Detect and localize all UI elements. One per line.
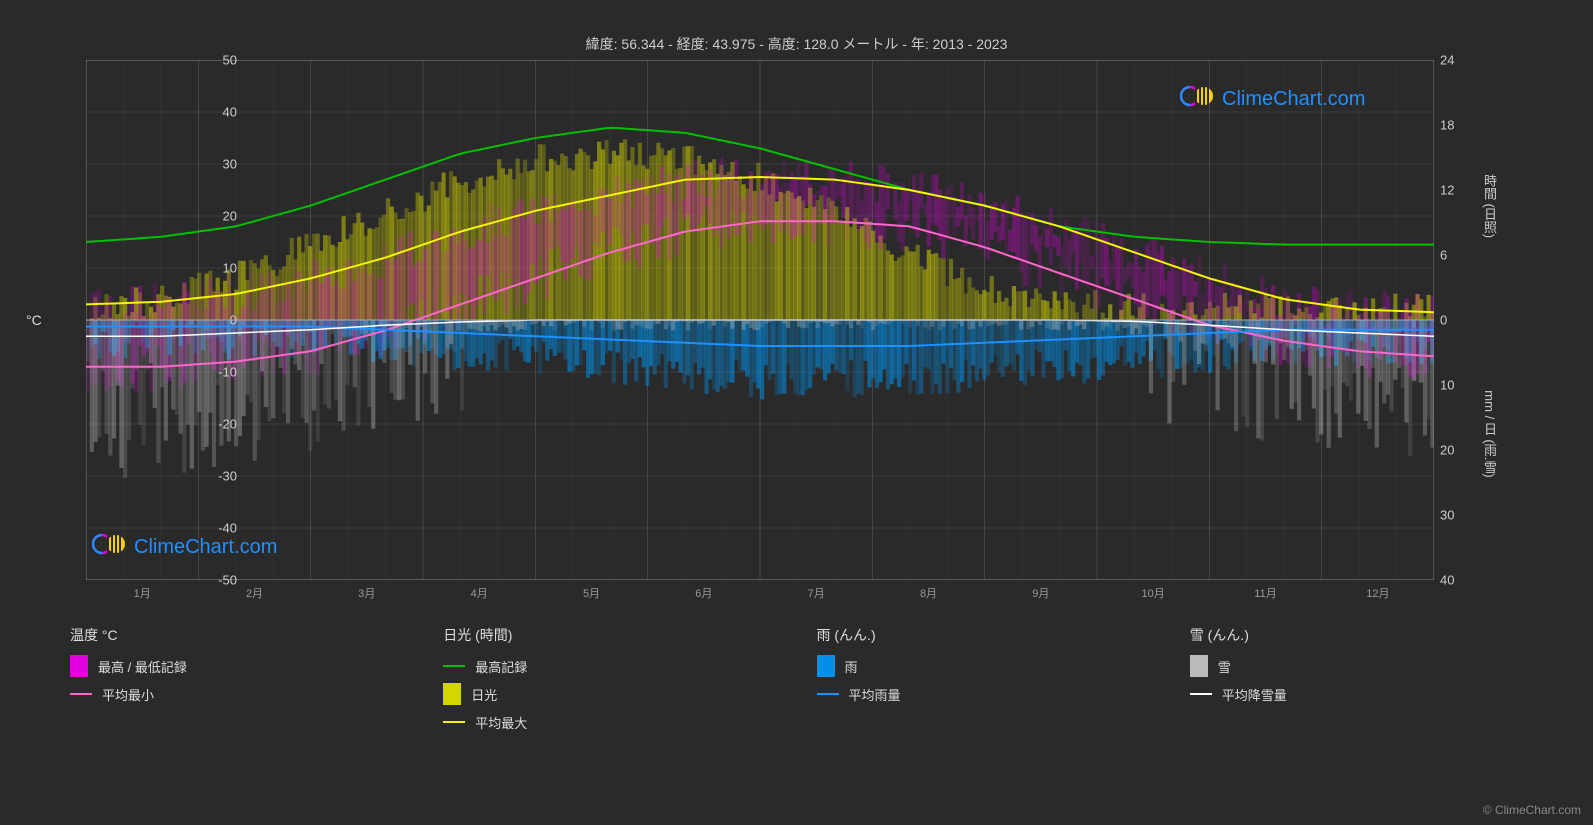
legend-swatch — [443, 683, 461, 705]
x-tick-month: 12月 — [1366, 585, 1389, 601]
legend-label: 雨 — [845, 657, 858, 676]
legend-label: 平均最大 — [475, 713, 527, 732]
chart-legend: 温度 °C 最高 / 最低記録平均最小 日光 (時間) 最高記録日光平均最大 雨 (んん… — [70, 625, 1523, 739]
x-tick-month: 9月 — [1032, 585, 1049, 601]
legend-item: 雨 — [817, 655, 1150, 677]
legend-swatch — [70, 655, 88, 677]
legend-swatch — [1190, 693, 1212, 695]
legend-header: 雪 (んん.) — [1190, 625, 1523, 645]
y-left-tick: 20 — [197, 209, 237, 224]
legend-label: 平均雨量 — [849, 685, 901, 704]
climechart-logo-icon — [92, 530, 128, 564]
y-right-tick: 18 — [1440, 118, 1454, 133]
y-right-tick: 6 — [1440, 248, 1447, 263]
climechart-logo-icon — [1180, 82, 1216, 116]
x-tick-month: 10月 — [1142, 585, 1165, 601]
y-right-tick: 10 — [1440, 378, 1454, 393]
legend-label: 平均最小 — [102, 685, 154, 704]
x-tick-month: 3月 — [358, 585, 375, 601]
copyright-text: © ClimeChart.com — [1483, 803, 1581, 817]
x-tick-month: 11月 — [1254, 585, 1276, 601]
y-right-axis-label: 時間 (日照) — [1480, 173, 1499, 237]
legend-label: 雪 — [1218, 657, 1231, 676]
x-tick-month: 5月 — [583, 585, 600, 601]
legend-item: 最高記録 — [443, 655, 776, 677]
y-left-tick: 50 — [197, 53, 237, 68]
chart-subtitle: 緯度: 56.344 - 経度: 43.975 - 高度: 128.0 メートル… — [0, 34, 1593, 54]
y-right-tick: 20 — [1440, 443, 1454, 458]
legend-swatch — [817, 655, 835, 677]
chart-plot-area — [86, 60, 1434, 580]
y-left-tick: -10 — [197, 365, 237, 380]
y-left-tick: 40 — [197, 105, 237, 120]
legend-label: 日光 — [471, 685, 497, 704]
x-tick-month: 7月 — [808, 585, 825, 601]
legend-header: 雨 (んん.) — [817, 625, 1150, 645]
watermark-text: ClimeChart.com — [134, 536, 277, 559]
x-tick-month: 1月 — [134, 585, 151, 601]
y-left-tick: -30 — [197, 469, 237, 484]
y-left-tick: 30 — [197, 157, 237, 172]
x-tick-month: 8月 — [920, 585, 937, 601]
y-left-tick: 10 — [197, 261, 237, 276]
watermark-text: ClimeChart.com — [1222, 88, 1365, 111]
y-right-tick: 12 — [1440, 183, 1454, 198]
legend-item: 日光 — [443, 683, 776, 705]
legend-item: 平均最小 — [70, 683, 403, 705]
legend-item: 最高 / 最低記録 — [70, 655, 403, 677]
watermark: ClimeChart.com — [1180, 82, 1365, 116]
x-tick-month: 2月 — [246, 585, 263, 601]
legend-header: 日光 (時間) — [443, 625, 776, 645]
y-right-tick: 40 — [1440, 573, 1454, 588]
legend-item: 雪 — [1190, 655, 1523, 677]
y-left-tick: -20 — [197, 417, 237, 432]
legend-swatch — [70, 693, 92, 695]
legend-swatch — [443, 665, 465, 667]
y-axis-left-label: °C — [26, 312, 42, 328]
y-right-tick: 0 — [1440, 313, 1447, 328]
legend-item: 平均最大 — [443, 711, 776, 733]
x-tick-month: 6月 — [695, 585, 712, 601]
legend-label: 最高記録 — [475, 657, 527, 676]
legend-header: 温度 °C — [70, 625, 403, 645]
legend-label: 最高 / 最低記録 — [98, 657, 187, 676]
legend-label: 平均降雪量 — [1222, 685, 1287, 704]
y-right-tick: 30 — [1440, 508, 1454, 523]
legend-item: 平均雨量 — [817, 683, 1150, 705]
y-left-tick: -50 — [197, 573, 237, 588]
legend-swatch — [443, 721, 465, 723]
y-left-tick: 0 — [197, 313, 237, 328]
legend-swatch — [1190, 655, 1208, 677]
legend-item: 平均降雪量 — [1190, 683, 1523, 705]
y-right-tick: 24 — [1440, 53, 1454, 68]
watermark: ClimeChart.com — [92, 530, 277, 564]
legend-swatch — [817, 693, 839, 695]
x-tick-month: 4月 — [471, 585, 488, 601]
y-right-axis-label: mm / 日 (雨.雪) — [1480, 391, 1499, 478]
